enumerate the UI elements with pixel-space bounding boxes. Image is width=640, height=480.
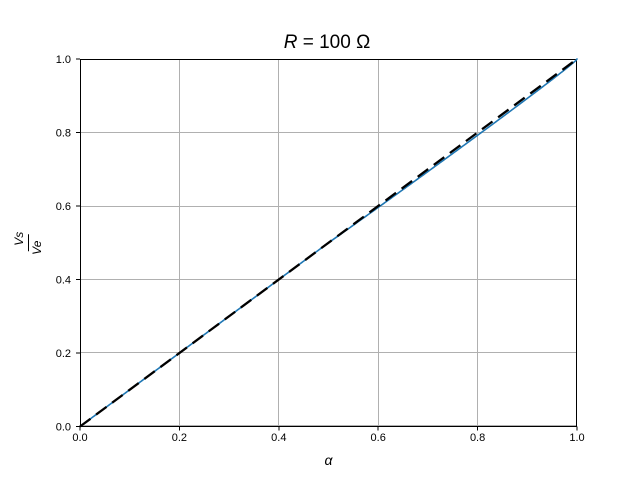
- svg-text:0.6: 0.6: [56, 201, 71, 213]
- svg-text:0.8: 0.8: [56, 128, 71, 140]
- svg-text:α: α: [325, 452, 334, 468]
- svg-text:1.0: 1.0: [569, 432, 584, 444]
- svg-text:0.0: 0.0: [56, 422, 71, 434]
- svg-text:0.2: 0.2: [56, 348, 71, 360]
- svg-text:0.8: 0.8: [470, 432, 485, 444]
- svg-text:0.6: 0.6: [371, 432, 386, 444]
- svg-text:0.4: 0.4: [56, 275, 71, 287]
- svg-text:R = 100 Ω: R = 100 Ω: [284, 32, 371, 53]
- svg-text:0.4: 0.4: [271, 432, 286, 444]
- svg-text:1.0: 1.0: [56, 54, 71, 66]
- svg-text:Vs: Vs: [12, 232, 26, 246]
- svg-text:Ve: Ve: [30, 240, 44, 255]
- svg-text:0.0: 0.0: [72, 432, 87, 444]
- svg-text:0.2: 0.2: [172, 432, 187, 444]
